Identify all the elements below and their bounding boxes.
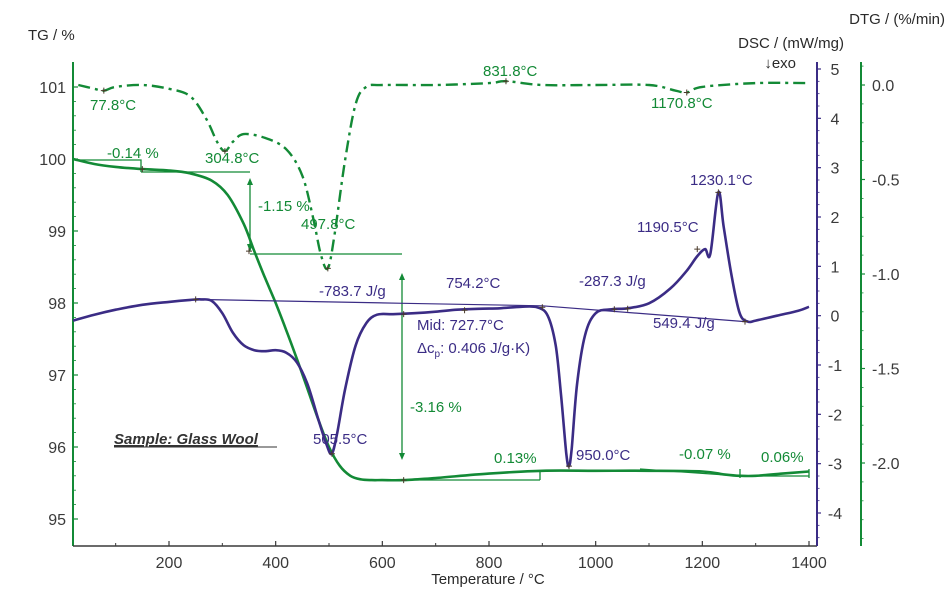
ann-dsc-783-7: -783.7 J/g: [319, 283, 386, 300]
x-tick-label: 200: [156, 555, 183, 572]
dtg-tick-label: -2.0: [872, 456, 900, 473]
x-tick-label: 1400: [791, 555, 827, 572]
ann-tg-1-15: -1.15 %: [258, 198, 310, 215]
dsc-tick-label: -1: [828, 358, 842, 375]
point-marker: [715, 189, 722, 196]
tg-tick-label: 97: [48, 368, 66, 385]
dcp-subscript: p: [435, 349, 441, 360]
dsc-tick-label: 0: [831, 309, 840, 326]
ann-tg-3-16: -3.16 %: [410, 399, 462, 416]
point-marker: [611, 306, 618, 313]
arrow-down-3-16: [399, 453, 405, 460]
dtg-tick-label: -1.0: [872, 267, 900, 284]
series: [72, 79, 810, 482]
ann-dsc-287-3: -287.3 J/g: [579, 273, 646, 290]
dsc-axis-title: DSC / (mW/mg): [738, 35, 844, 52]
markers: [100, 78, 748, 484]
point-marker: [624, 305, 631, 312]
sample-label: Sample: Glass Wool: [114, 431, 259, 448]
dsc-tick-label: -4: [828, 506, 842, 523]
dcp-value: : 0.406 J/g·K): [440, 340, 530, 357]
point-marker: [566, 463, 572, 470]
point-marker: [742, 318, 748, 325]
ann-glass-transition-dcp: Δcp: 0.406 J/g·K): [417, 340, 530, 360]
ann-tg-0-06: 0.06%: [761, 449, 804, 466]
x-tick-label: 400: [262, 555, 289, 572]
point-marker: [100, 87, 107, 94]
ann-dtg-77-8: 77.8°C: [90, 97, 136, 114]
tg-tick-label: 95: [48, 512, 66, 529]
dsc-tick-label: 4: [831, 111, 840, 128]
dsc-tick-label: 3: [831, 161, 840, 178]
ann-dtg-831-8: 831.8°C: [483, 63, 538, 80]
dsc-tick-label: 1: [831, 259, 840, 276]
arrow-up-3-16: [399, 273, 405, 280]
series-dtg: [78, 79, 810, 271]
ann-dtg-1170-8: 1170.8°C: [651, 95, 713, 112]
tg-tick-label: 100: [39, 152, 66, 169]
ticks: [73, 65, 865, 546]
ann-dtg-497-8: 497.8°C: [301, 216, 356, 233]
dsc-tick-label: -2: [828, 407, 842, 424]
annotations: 77.8°C 304.8°C 497.8°C 831.8°C 1170.8°C …: [90, 63, 804, 467]
x-tick-label: 600: [369, 555, 396, 572]
point-marker: [400, 477, 407, 484]
tick-labels: 200 400 600 800 1000 1200 1400 101 100 99 98 97 96 95…: [39, 62, 899, 572]
dcp-symbol: Δc: [417, 340, 435, 357]
point-marker: [694, 246, 701, 253]
tg-axis-title: TG / %: [28, 27, 75, 44]
dtg-axis-title: DTG / (%/min): [849, 11, 945, 28]
point-marker: [221, 148, 228, 155]
dtg-tick-label: 0.0: [872, 78, 894, 95]
dsc-tick-label: 5: [831, 62, 840, 79]
point-marker: [400, 311, 407, 318]
dsc-tick-label: -3: [828, 457, 842, 474]
x-axis-title: Temperature / °C: [431, 571, 545, 588]
point-marker: [192, 296, 199, 303]
point-marker: [502, 78, 509, 85]
point-marker: [461, 307, 468, 314]
tg-tick-label: 96: [48, 440, 66, 457]
point-marker: [139, 166, 146, 173]
ann-dsc-505-5: 505.5°C: [313, 431, 368, 448]
dtg-tick-label: -1.5: [872, 362, 900, 379]
ann-dsc-549-4: 549.4 J/g: [653, 315, 715, 332]
ann-glass-transition-mid: Mid: 727.7°C: [417, 317, 504, 334]
ann-tg-0-07: -0.07 %: [679, 446, 731, 463]
series-dsc-baseline: [195, 298, 746, 323]
ann-dsc-754-2: 754.2°C: [446, 275, 501, 292]
tg-tick-label: 99: [48, 224, 66, 241]
ann-dsc-1230-1: 1230.1°C: [690, 172, 753, 189]
x-tick-label: 1000: [578, 555, 614, 572]
ann-tg-0-14: -0.14 %: [107, 145, 159, 162]
x-tick-label: 1200: [685, 555, 721, 572]
point-marker: [683, 89, 690, 96]
point-marker: [246, 248, 252, 255]
x-tick-label: 800: [476, 555, 503, 572]
point-marker: [324, 265, 331, 272]
ann-tg-0-13: 0.13%: [494, 450, 537, 467]
dtg-tick-label: -0.5: [872, 173, 900, 190]
point-marker: [539, 304, 546, 311]
ann-dsc-950-0: 950.0°C: [576, 447, 631, 464]
ann-dsc-1190-5: 1190.5°C: [637, 219, 699, 236]
tg-tick-label: 98: [48, 296, 66, 313]
tg-tick-label: 101: [39, 80, 66, 97]
series-dsc: [72, 190, 810, 468]
point-marker: [328, 450, 335, 457]
arrow-up-1-15: [247, 178, 253, 185]
exo-direction-label: ↓exo: [764, 55, 796, 72]
series-tg: [72, 157, 810, 482]
dsc-tick-label: 2: [831, 210, 840, 227]
ann-dtg-304-8: 304.8°C: [205, 150, 260, 167]
